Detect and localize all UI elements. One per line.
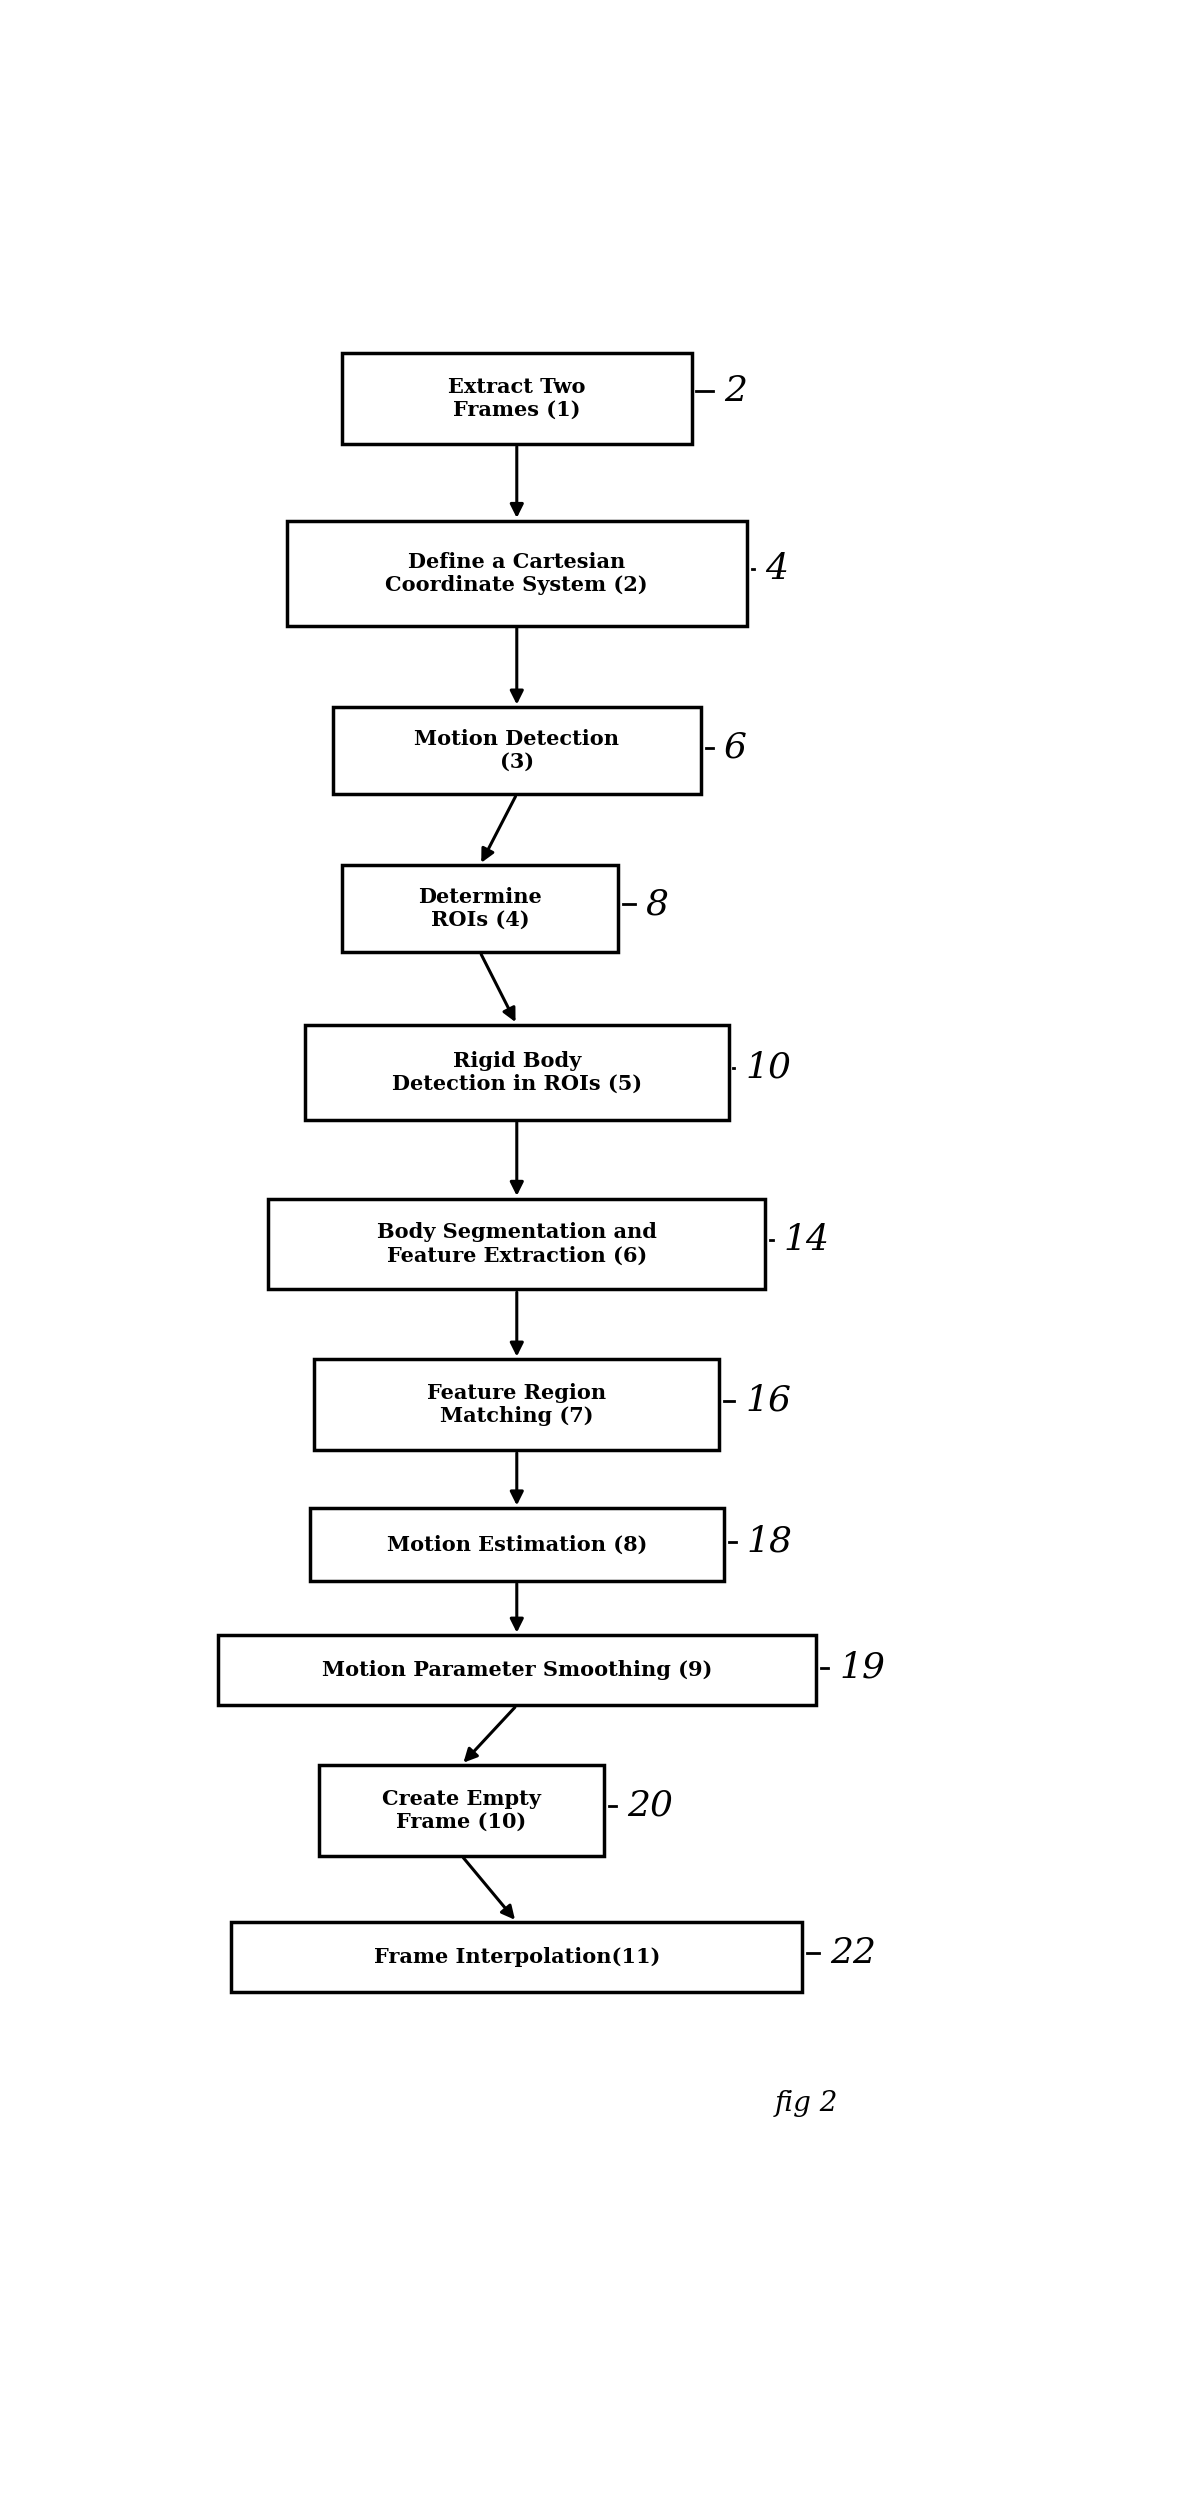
- Text: 4: 4: [765, 551, 789, 586]
- Text: 22: 22: [829, 1936, 876, 1969]
- Text: Frame Interpolation(11): Frame Interpolation(11): [373, 1946, 661, 1966]
- Text: 14: 14: [784, 1222, 829, 1258]
- Text: 19: 19: [839, 1651, 885, 1683]
- Bar: [268, 1197, 765, 1290]
- Text: Body Segmentation and
Feature Extraction (6): Body Segmentation and Feature Extraction…: [377, 1222, 657, 1265]
- Bar: [286, 521, 747, 626]
- Bar: [217, 1636, 816, 1706]
- Text: fig 2: fig 2: [775, 2089, 838, 2117]
- Bar: [342, 864, 618, 952]
- Text: Feature Region
Matching (7): Feature Region Matching (7): [428, 1383, 606, 1425]
- Text: 20: 20: [627, 1789, 674, 1824]
- Bar: [318, 1764, 605, 1856]
- Bar: [232, 1921, 802, 1991]
- Text: 10: 10: [745, 1052, 791, 1085]
- Text: Create Empty
Frame (10): Create Empty Frame (10): [383, 1789, 541, 1831]
- Text: Rigid Body
Detection in ROIs (5): Rigid Body Detection in ROIs (5): [392, 1050, 642, 1095]
- Bar: [314, 1360, 719, 1450]
- Bar: [305, 1025, 728, 1120]
- Bar: [310, 1508, 723, 1581]
- Text: 18: 18: [747, 1526, 792, 1558]
- Text: Define a Cartesian
Coordinate System (2): Define a Cartesian Coordinate System (2): [385, 551, 649, 594]
- Text: Motion Detection
(3): Motion Detection (3): [415, 729, 619, 772]
- Bar: [342, 353, 691, 443]
- Text: Motion Estimation (8): Motion Estimation (8): [386, 1536, 647, 1556]
- Text: Extract Two
Frames (1): Extract Two Frames (1): [448, 376, 586, 421]
- Text: Determine
ROIs (4): Determine ROIs (4): [418, 887, 542, 929]
- Text: 16: 16: [745, 1383, 791, 1418]
- Text: 6: 6: [723, 731, 747, 764]
- Text: 8: 8: [646, 887, 669, 922]
- Bar: [333, 706, 701, 794]
- Text: 2: 2: [723, 373, 747, 408]
- Text: Motion Parameter Smoothing (9): Motion Parameter Smoothing (9): [322, 1661, 712, 1681]
